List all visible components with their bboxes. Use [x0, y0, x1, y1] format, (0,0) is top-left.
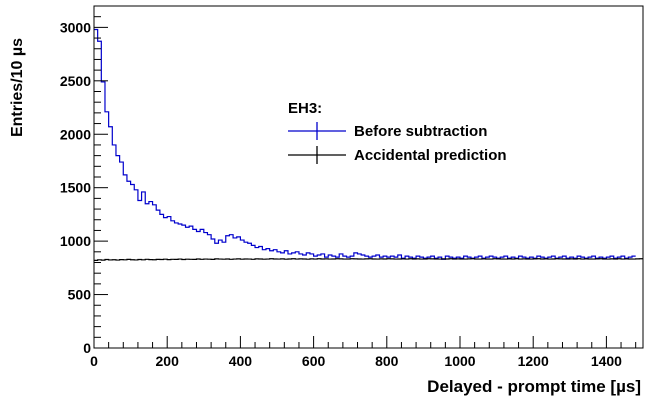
legend-label-before-subtraction: Before subtraction [354, 123, 487, 140]
y-tick-label: 3000 [60, 19, 91, 35]
x-tick-label: 800 [375, 353, 399, 369]
x-axis: 0 200 400 600 800 1000 1200 1400 [90, 336, 637, 369]
x-tick-label: 400 [229, 353, 253, 369]
x-tick-label: 200 [156, 353, 180, 369]
legend: EH3: Before subtraction Accidental predic… [288, 100, 507, 164]
y-tick-label: 1000 [60, 233, 91, 249]
y-tick-label: 500 [68, 287, 92, 303]
y-tick-label: 1500 [60, 180, 91, 196]
y-axis: 0 500 1000 1500 2000 2500 3000 [60, 5, 108, 356]
legend-entries: Before subtraction Accidental prediction [288, 122, 507, 164]
legend-label-accidental-prediction: Accidental prediction [354, 147, 507, 164]
x-axis-label: Delayed - prompt time [µs] [427, 377, 641, 396]
series-line-before-subtraction [94, 28, 636, 260]
legend-title: EH3: [288, 100, 322, 117]
y-tick-label: 0 [83, 340, 91, 356]
y-axis-label: Entries/10 µs [9, 38, 26, 137]
plot-frame [93, 5, 644, 349]
x-tick-label: 600 [302, 353, 326, 369]
x-tick-label: 1200 [518, 353, 549, 369]
y-tick-label: 2500 [60, 73, 91, 89]
series-line-accidental-prediction [94, 258, 643, 261]
x-tick-label: 0 [90, 353, 98, 369]
y-tick-label: 2000 [60, 126, 91, 142]
x-tick-label: 1400 [591, 353, 622, 369]
x-tick-label: 1000 [444, 353, 475, 369]
series-layer [94, 28, 643, 261]
